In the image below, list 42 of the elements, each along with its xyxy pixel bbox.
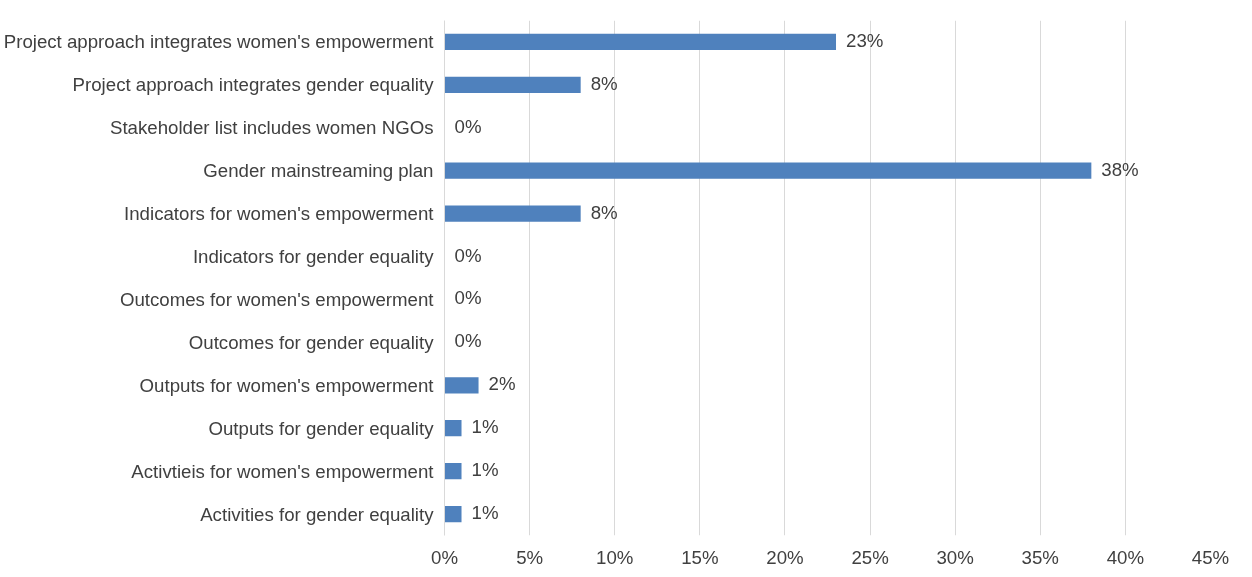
bar — [444, 33, 837, 51]
bar — [444, 205, 581, 222]
data-label: 1% — [471, 459, 499, 481]
x-tick-label: 40% — [1106, 546, 1145, 568]
bar — [444, 462, 462, 480]
data-label: 23% — [846, 29, 884, 51]
x-tick-label: 10% — [596, 546, 634, 568]
bar — [444, 162, 1092, 179]
data-label: 8% — [590, 201, 618, 223]
data-label: 38% — [1101, 158, 1139, 180]
data-label: 1% — [471, 502, 499, 524]
y-tick-label: Indicators for gender equality — [192, 246, 435, 268]
y-tick-label: Outcomes for gender equality — [188, 331, 435, 353]
y-tick-label: Activtieis for women's empowerment — [131, 460, 435, 482]
x-tick-label: 5% — [516, 546, 544, 568]
x-tick-label: 0% — [431, 546, 458, 568]
y-tick-label: Indicators for women's empowerment — [124, 203, 435, 225]
data-label: 1% — [471, 416, 499, 438]
y-tick-label: Outputs for women's empowerment — [139, 374, 435, 396]
bar — [444, 377, 479, 394]
x-tick-label: 35% — [1021, 546, 1059, 568]
y-tick-label: Activities for gender equality — [200, 503, 435, 525]
x-tick-label: 20% — [766, 546, 804, 568]
bar — [444, 505, 462, 523]
bar — [444, 420, 462, 437]
y-tick-label: Outputs for gender equality — [208, 417, 435, 439]
data-label: 0% — [454, 115, 482, 137]
x-tick-label: 25% — [851, 546, 889, 568]
x-tick-label: 15% — [681, 546, 719, 568]
y-tick-label: Stakeholder list includes women NGOs — [109, 117, 434, 139]
data-label: 2% — [488, 373, 516, 395]
data-label: 0% — [454, 330, 482, 352]
x-tick-label: 45% — [1191, 546, 1230, 568]
y-tick-label: Project approach integrates gender equality — [72, 74, 435, 96]
y-tick-label: Gender mainstreaming plan — [203, 160, 434, 182]
x-tick-label: 30% — [936, 546, 974, 568]
y-tick-label: Outcomes for women's empowerment — [119, 288, 435, 310]
data-label: 8% — [590, 72, 618, 94]
data-label: 0% — [454, 244, 482, 266]
bar — [444, 76, 581, 94]
data-label: 0% — [454, 287, 482, 309]
y-tick-label: Project approach integrates women's empowerment — [3, 31, 435, 53]
